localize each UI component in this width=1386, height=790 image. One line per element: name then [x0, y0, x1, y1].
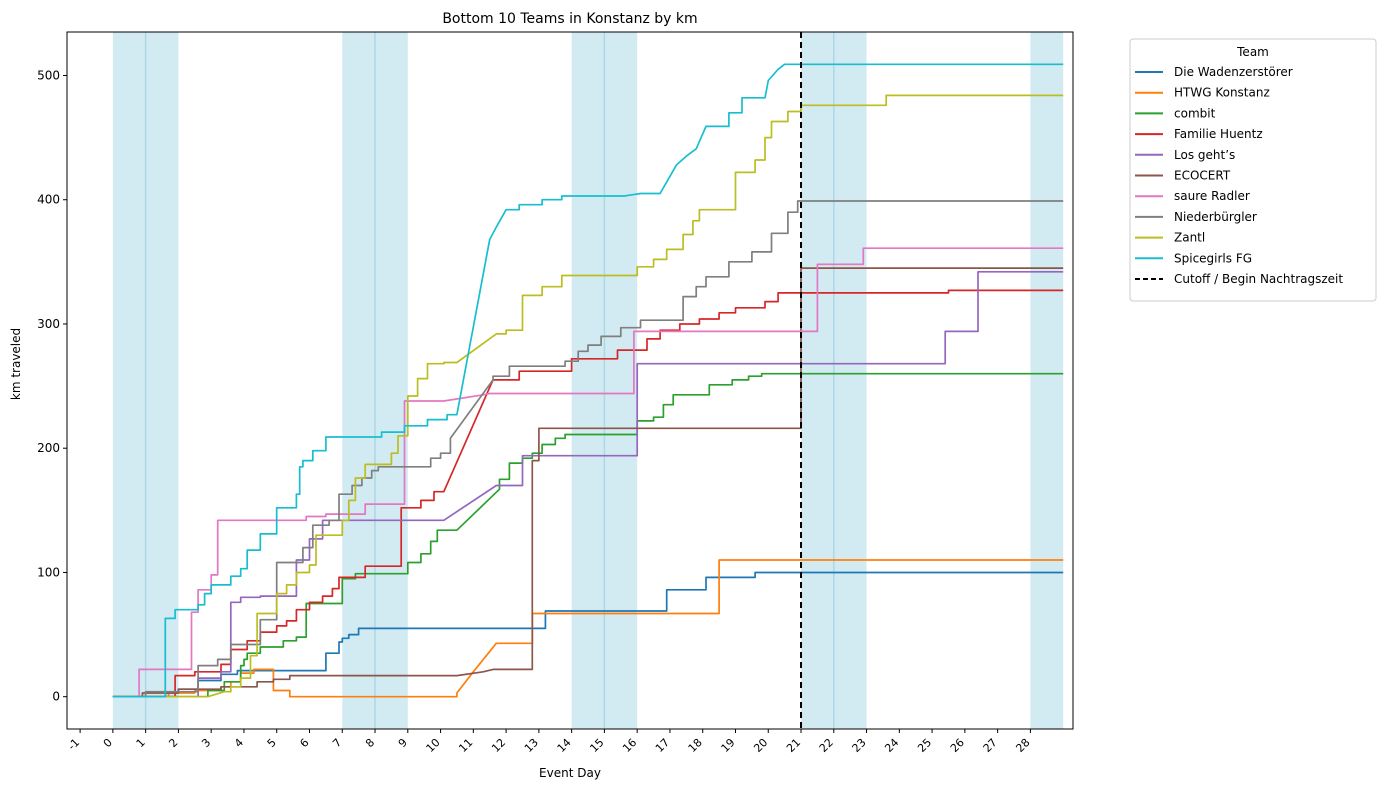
- y-tick-label: 0: [52, 690, 60, 704]
- y-tick-label: 500: [37, 68, 60, 82]
- series-lines: [112, 63, 1064, 698]
- chart-title: Bottom 10 Teams in Konstanz by km: [442, 11, 697, 27]
- legend-items: Die Wadenzerstörer HTWG Konstanz combit Fam…: [1135, 65, 1343, 286]
- legend-label-7: Niederbürgler: [1174, 210, 1257, 224]
- y-tick-label: 200: [37, 441, 60, 455]
- x-tick-label: 28: [1013, 736, 1032, 755]
- series-line-9: [112, 63, 1064, 698]
- legend-frame: [1129, 38, 1377, 302]
- legend-label-1: HTWG Konstanz: [1174, 86, 1270, 100]
- legend-label-0: Die Wadenzerstörer: [1174, 65, 1293, 79]
- x-tick-label: 26: [948, 736, 967, 755]
- x-tick-label: 2: [166, 736, 180, 750]
- x-tick-label: 11: [456, 736, 475, 755]
- series-line-6: [112, 247, 1064, 698]
- y-axis-label: km traveled: [9, 328, 23, 400]
- series-line-5: [112, 267, 1064, 698]
- y-tick-label: 400: [37, 193, 60, 207]
- x-tick-label: 15: [587, 736, 606, 755]
- x-tick-label: 10: [424, 736, 443, 755]
- x-tick-label: 19: [719, 736, 738, 755]
- x-tick-label: -1: [65, 736, 82, 753]
- y-tick-label: 100: [37, 565, 60, 579]
- x-tick-label: 3: [199, 736, 213, 750]
- legend: Team Die Wadenzerstörer HTWG Konstanz comb…: [1129, 38, 1377, 302]
- x-tick-label: 25: [915, 736, 934, 755]
- x-tick-label: 24: [882, 736, 901, 755]
- x-tick-label: 0: [101, 736, 115, 750]
- y-axis-ticks: 0 100 200 300 400 500: [37, 68, 67, 704]
- x-tick-label: 9: [396, 736, 410, 750]
- series-line-1: [112, 559, 1064, 698]
- x-tick-label: 4: [232, 736, 246, 750]
- legend-label-10: Cutoff / Begin Nachtragszeit: [1174, 272, 1343, 286]
- x-tick-label: 14: [555, 736, 574, 755]
- legend-label-4: Los geht’s: [1174, 148, 1235, 162]
- weekend-band-4: [1030, 32, 1064, 729]
- x-tick-label: 23: [850, 736, 869, 755]
- x-tick-label: 6: [297, 736, 311, 750]
- legend-title: Team: [1236, 45, 1269, 59]
- x-tick-label: 1: [134, 736, 148, 750]
- weekend-shading: [112, 32, 1064, 729]
- plot-frame: [66, 31, 1074, 730]
- series-line-3: [112, 289, 1064, 698]
- x-axis-label: Event Day: [539, 766, 601, 780]
- legend-label-9: Spicegirls FG: [1174, 251, 1252, 265]
- x-tick-label: 27: [981, 736, 1000, 755]
- legend-label-5: ECOCERT: [1174, 169, 1231, 183]
- legend-label-3: Familie Huentz: [1174, 127, 1263, 141]
- x-tick-label: 7: [330, 736, 344, 750]
- legend-label-6: saure Radler: [1174, 189, 1250, 203]
- x-tick-label: 5: [265, 736, 279, 750]
- x-tick-label: 22: [817, 736, 836, 755]
- series-line-8: [112, 94, 1064, 698]
- x-tick-label: 8: [363, 736, 377, 750]
- x-tick-label: 13: [522, 736, 541, 755]
- series-line-2: [112, 372, 1064, 698]
- x-tick-label: 17: [653, 736, 672, 755]
- x-tick-label: 16: [620, 736, 639, 755]
- x-tick-label: 21: [784, 736, 803, 755]
- x-tick-label: 18: [686, 736, 705, 755]
- y-tick-label: 300: [37, 317, 60, 331]
- x-tick-label: 12: [489, 736, 508, 755]
- legend-label-2: combit: [1174, 106, 1216, 120]
- legend-label-8: Zantl: [1174, 231, 1205, 245]
- x-axis-ticks: -1 0 1 2 3 4 5 6 7 8 9 10 11 12 13 14 15 16 17 18 19 20 21 22 23…: [65, 729, 1033, 755]
- series-line-4: [112, 270, 1064, 698]
- x-tick-label: 20: [751, 736, 770, 755]
